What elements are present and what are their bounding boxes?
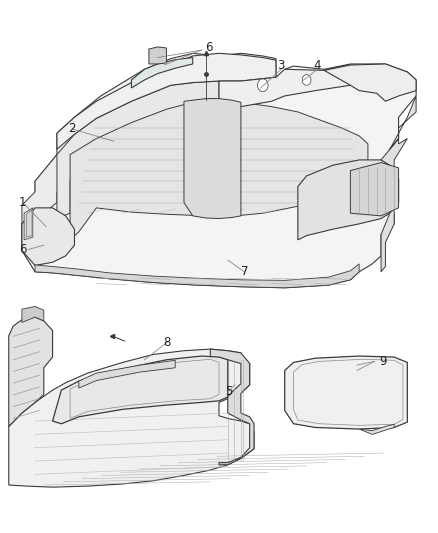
- Text: 1: 1: [19, 196, 27, 209]
- Polygon shape: [219, 65, 385, 109]
- Polygon shape: [22, 306, 44, 322]
- Circle shape: [302, 75, 311, 85]
- Polygon shape: [22, 53, 416, 288]
- Polygon shape: [131, 58, 193, 88]
- Polygon shape: [184, 99, 241, 219]
- Polygon shape: [350, 163, 399, 216]
- Circle shape: [258, 79, 268, 92]
- Polygon shape: [57, 81, 219, 219]
- Polygon shape: [22, 155, 70, 251]
- Polygon shape: [9, 349, 254, 487]
- Polygon shape: [57, 53, 276, 149]
- Polygon shape: [149, 47, 166, 64]
- Text: 3: 3: [278, 59, 285, 71]
- Polygon shape: [210, 349, 254, 465]
- Polygon shape: [359, 424, 394, 434]
- Text: 4: 4: [314, 59, 321, 71]
- Polygon shape: [35, 264, 359, 288]
- Polygon shape: [70, 100, 368, 240]
- Polygon shape: [22, 208, 74, 265]
- Text: 8: 8: [164, 336, 171, 349]
- Text: 5: 5: [225, 385, 232, 398]
- Polygon shape: [381, 96, 416, 272]
- Polygon shape: [79, 360, 175, 388]
- Text: 7: 7: [240, 265, 248, 278]
- Polygon shape: [298, 160, 399, 240]
- Polygon shape: [53, 356, 228, 424]
- Text: 6: 6: [205, 42, 212, 54]
- Polygon shape: [285, 356, 407, 429]
- Polygon shape: [24, 208, 33, 240]
- Polygon shape: [324, 64, 416, 101]
- Text: 2: 2: [68, 123, 76, 135]
- Text: 9: 9: [379, 355, 387, 368]
- Text: 6: 6: [19, 243, 27, 256]
- Polygon shape: [9, 317, 53, 426]
